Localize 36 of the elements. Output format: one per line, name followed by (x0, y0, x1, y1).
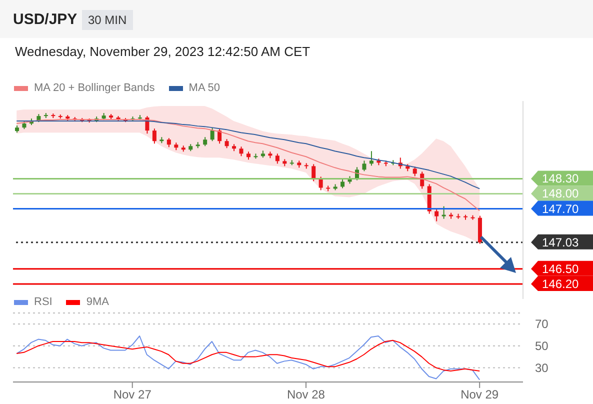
candlestick (312, 164, 316, 182)
y-tick-label: 50 (535, 338, 549, 353)
legend-label: MA 20 + Bollinger Bands (34, 82, 155, 94)
legend-label: 9MA (86, 296, 109, 308)
line-series (16, 336, 480, 380)
y-tick-label: 146.20 (542, 276, 580, 291)
candlestick (340, 178, 345, 189)
candlestick (203, 136, 208, 147)
candlestick (224, 138, 229, 149)
y-tick-label: 70 (535, 316, 549, 331)
y-tick-label: 147.70 (542, 202, 580, 216)
candlestick (412, 166, 417, 177)
line-series (16, 340, 480, 372)
text: 30 MIN (82, 10, 133, 30)
y-tick-label: 146.50 (542, 262, 580, 276)
y-tick-label: 148.30 (542, 172, 580, 186)
candlestick (362, 160, 366, 172)
candlestick (434, 208, 439, 222)
x-tick-label: Nov 29 (460, 388, 499, 402)
chart-subtitle: Wednesday, November 29, 2023 12:42:50 AM CET (15, 44, 310, 59)
chart-title: USD/JPY (13, 11, 78, 28)
candlestick (442, 206, 446, 220)
x-tick-label: Nov 28 (286, 388, 326, 402)
legend-label: MA 50 (188, 82, 220, 94)
candlestick (218, 128, 222, 144)
candlestick (369, 150, 374, 166)
candlestick (239, 146, 244, 157)
candlestick (166, 138, 171, 148)
candlestick (210, 128, 214, 142)
y-tick-label: 148.00 (542, 186, 580, 201)
candlestick (152, 128, 156, 144)
x-tick-label: Nov 27 (113, 388, 152, 402)
y-tick-label: 147.03 (542, 235, 580, 250)
y-tick-label: 30 (535, 360, 549, 375)
legend-label: RSI (34, 296, 52, 308)
candlestick (275, 153, 280, 164)
